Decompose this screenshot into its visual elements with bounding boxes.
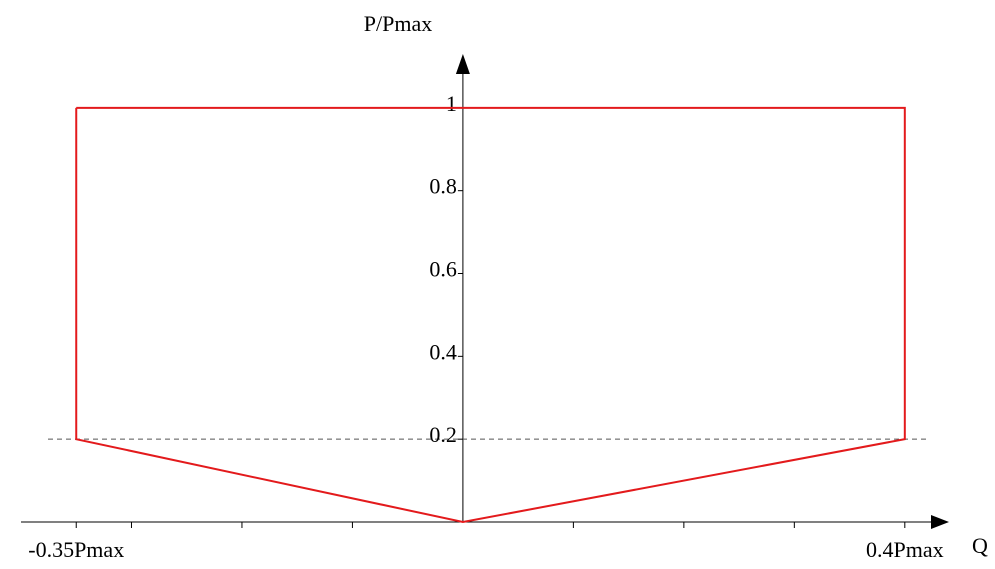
y-tick-label: 0.8: [429, 174, 457, 199]
x-tick-label: 0.4Pmax: [866, 537, 944, 562]
y-tick-label: 1: [446, 91, 457, 116]
x-tick-label: -0.35Pmax: [28, 537, 124, 562]
y-axis-arrow: [455, 54, 470, 74]
x-axis-arrow: [931, 515, 949, 529]
y-tick-label: 0.6: [429, 257, 457, 282]
y-axis-label: P/Pmax: [364, 11, 432, 36]
y-tick-label: 0.4: [429, 339, 457, 364]
y-tick-label: 0.2: [429, 422, 457, 447]
x-axis-label: Q: [972, 533, 988, 558]
series-line: [75, 106, 906, 524]
